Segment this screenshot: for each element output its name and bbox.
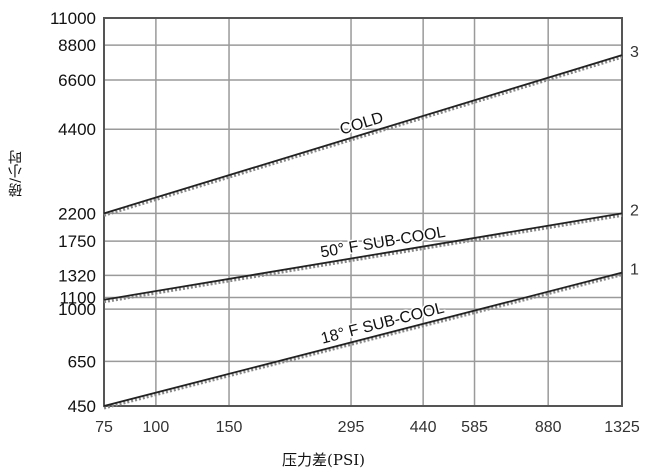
y-tick-label: 1320 [58, 266, 96, 285]
grid [103, 17, 623, 407]
y-axis-label: 磅/小时 [8, 150, 24, 197]
y-tick-label: 4400 [58, 120, 96, 139]
series-line-shadow [103, 213, 623, 304]
y-tick-label: 6600 [58, 71, 96, 90]
x-tick-label: 75 [95, 419, 113, 436]
x-tick-label: 100 [143, 419, 170, 436]
series-line-shadow [103, 273, 623, 410]
y-tick-label: 1100 [59, 289, 96, 308]
x-tick-label: 880 [535, 419, 562, 436]
y-tick-label: 1000 [58, 300, 96, 319]
x-tick-label: 585 [461, 419, 488, 436]
x-tick-label: 295 [338, 419, 365, 436]
series-line [103, 212, 623, 301]
series-name-label: 50° F SUB-COOL [319, 224, 447, 262]
x-axis-label: 压力差(PSI) [282, 451, 365, 469]
plot-frame [103, 17, 623, 407]
x-tick-label: 150 [216, 419, 243, 436]
y-tick-label: 8800 [58, 36, 96, 55]
series-line-shadow [103, 55, 623, 217]
axes [103, 17, 623, 407]
series-end-label: 1 [630, 262, 639, 279]
series-lines [103, 54, 623, 410]
series-line [103, 271, 623, 407]
y-tick-label: 450 [68, 397, 96, 416]
y-tick-label: 650 [68, 352, 96, 371]
series-end-label: 3 [630, 44, 639, 61]
y-tick-label: 1750 [58, 232, 96, 251]
x-tick-labels: 75 100 150 295 440 585 880 1325 [95, 419, 640, 436]
series-line [103, 54, 623, 215]
x-tick-label: 1325 [604, 419, 640, 436]
x-tick-label: 440 [410, 419, 437, 436]
y-tick-label: 11000 [50, 9, 96, 28]
y-tick-label: 2200 [58, 204, 96, 223]
series-end-label: 2 [630, 202, 639, 219]
